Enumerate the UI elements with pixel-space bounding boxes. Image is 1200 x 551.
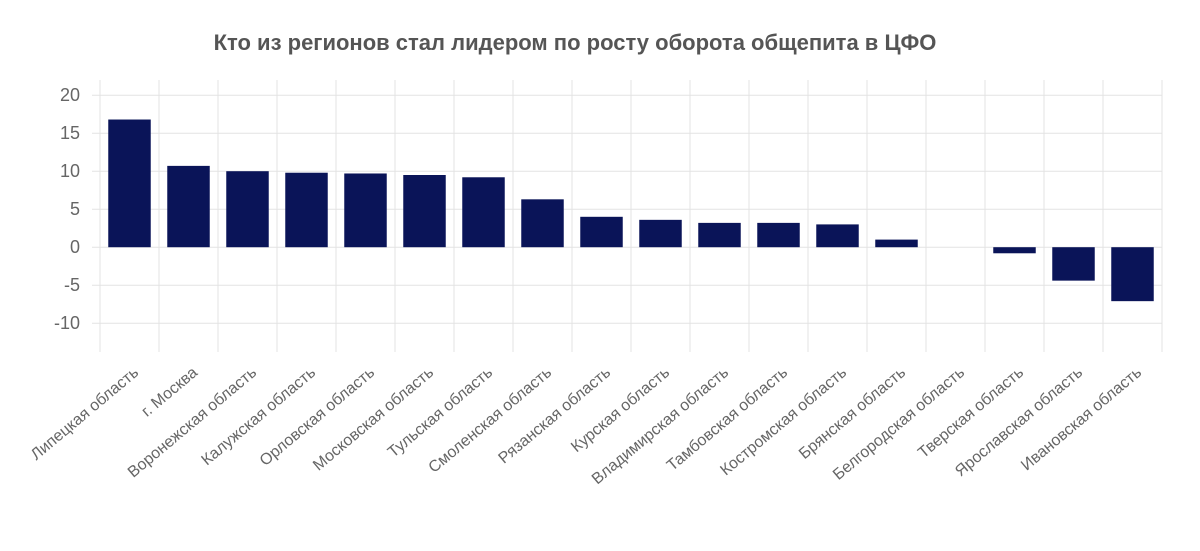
bar[interactable] [344, 173, 387, 248]
y-tick-label: 15 [60, 123, 80, 143]
y-tick-label: 20 [60, 85, 80, 105]
y-tick-label: 10 [60, 161, 80, 181]
x-tick-label: Липецкая область [28, 364, 142, 464]
bar[interactable] [698, 222, 741, 248]
y-tick-label: -10 [54, 313, 80, 333]
y-tick-label: 0 [70, 237, 80, 257]
bars-layer [108, 119, 1154, 302]
bar[interactable] [993, 247, 1036, 254]
y-tick-label: -5 [64, 275, 80, 295]
x-tick-label: Калужская область [199, 364, 320, 469]
x-tick-label: Тульская область [385, 364, 496, 461]
x-tick-label: Тверская область [915, 364, 1027, 462]
bar[interactable] [1052, 247, 1095, 281]
bar[interactable] [1111, 247, 1154, 302]
bar[interactable] [875, 239, 918, 248]
y-tick-label: 5 [70, 199, 80, 219]
x-tick-label: Брянская область [796, 364, 909, 463]
bar[interactable] [226, 171, 269, 248]
y-axis-ticks: 20 15 10 5 0 -5 -10 [54, 85, 80, 333]
bar[interactable] [580, 216, 623, 248]
grid-layer [92, 80, 1163, 352]
bar[interactable] [639, 219, 682, 248]
bar[interactable] [757, 222, 800, 248]
bar[interactable] [521, 199, 564, 248]
bar[interactable] [108, 119, 151, 248]
x-tick-label: Орловская область [257, 364, 378, 470]
x-tick-label: Курская область [568, 364, 673, 456]
bar[interactable] [285, 172, 328, 248]
bar[interactable] [403, 175, 446, 248]
x-tick-label: Рязанская область [496, 364, 615, 467]
bar[interactable] [462, 177, 505, 248]
bar[interactable] [816, 224, 859, 248]
bar[interactable] [167, 165, 210, 248]
chart-title: Кто из регионов стал лидером по росту об… [213, 30, 937, 55]
